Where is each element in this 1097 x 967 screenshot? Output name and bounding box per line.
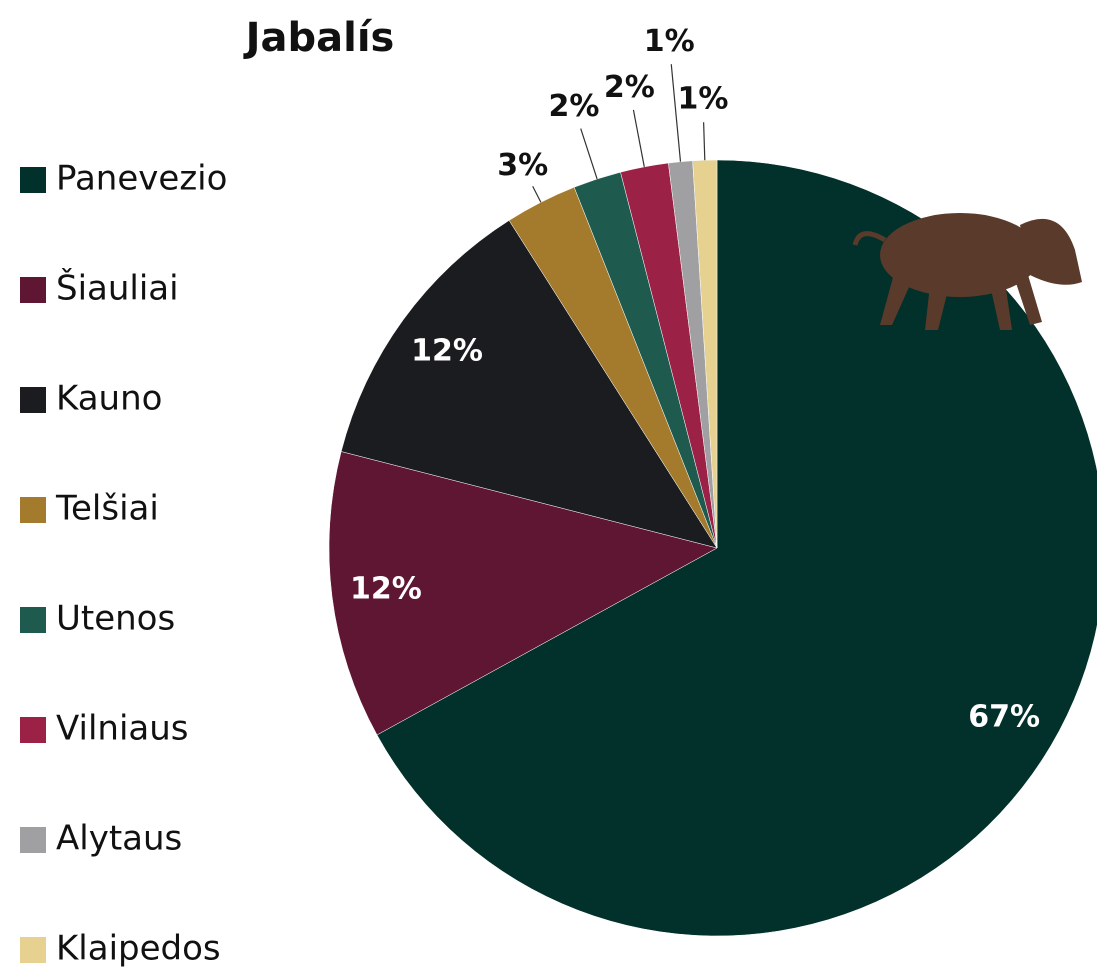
- legend-swatch: [20, 497, 46, 523]
- legend-swatch: [20, 387, 46, 413]
- boar-illustration: [852, 213, 1082, 330]
- value-label: 12%: [350, 571, 422, 606]
- legend-swatch: [20, 937, 46, 963]
- value-label: 1%: [677, 82, 728, 117]
- leader-line: [670, 64, 682, 162]
- legend-label: Šiauliai: [56, 268, 179, 309]
- legend-label: Telšiai: [55, 489, 159, 529]
- legend-swatch: [20, 277, 46, 303]
- value-label: 3%: [497, 148, 548, 183]
- legend-swatch: [20, 717, 46, 743]
- pie-slice: [692, 159, 718, 549]
- leader-line: [703, 122, 706, 161]
- leader-line: [580, 128, 598, 180]
- legend: Panevezio Šiauliai Kauno Telšiai Utenos Vilni…: [20, 159, 227, 967]
- leader-line: [632, 109, 645, 167]
- legend-swatch: [20, 827, 46, 853]
- value-label: 2%: [548, 89, 599, 124]
- value-label: 2%: [604, 70, 655, 105]
- pie-slice: [328, 451, 718, 736]
- legend-label: Panevezio: [56, 159, 227, 199]
- value-label: 67%: [968, 699, 1040, 734]
- leader-line: [532, 185, 542, 203]
- value-label: 1%: [644, 24, 695, 59]
- pie: 67%12%12%3%2%2%1%1%: [328, 24, 1097, 937]
- legend-label: Kauno: [56, 379, 162, 419]
- legend-swatch: [20, 607, 46, 633]
- legend-label: Vilniaus: [56, 709, 189, 749]
- chart-title: Jabalís: [243, 15, 395, 61]
- legend-swatch: [20, 167, 46, 193]
- legend-label: Alytaus: [56, 819, 182, 859]
- legend-label: Utenos: [56, 599, 175, 639]
- value-label: 12%: [411, 333, 483, 368]
- legend-label: Klaipedos: [56, 929, 221, 967]
- pie-slice: [340, 220, 718, 549]
